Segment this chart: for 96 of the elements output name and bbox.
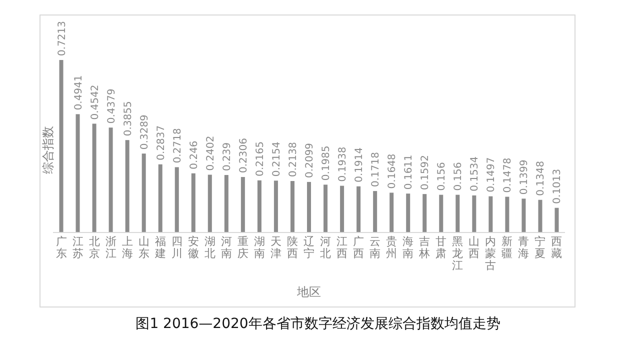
data-label: 0.1592 (420, 155, 432, 190)
bar (538, 200, 542, 232)
bar (125, 140, 130, 232)
bar (108, 128, 113, 232)
x-tick-label: 山东 (138, 235, 150, 260)
x-tick-label: 浙江 (105, 235, 116, 260)
bar (522, 198, 526, 232)
x-tick-label: 上海 (122, 235, 133, 260)
bar (92, 124, 96, 232)
bar (240, 177, 245, 232)
x-tick-label: 陕西 (286, 235, 298, 260)
data-label: 0.2837 (156, 125, 167, 160)
x-tick-label: 江西 (336, 235, 348, 260)
data-label: 0.1985 (321, 146, 332, 181)
bar (307, 182, 311, 232)
x-tick-label: 安徽 (188, 235, 199, 260)
data-label: 0.4941 (73, 75, 84, 110)
x-tick-label: 重庆 (237, 235, 248, 260)
x-tick-label: 福建 (154, 235, 166, 260)
data-label: 0.2099 (304, 142, 316, 178)
x-tick-label: 云南 (370, 235, 381, 260)
x-tick-label: 黑龙江 (452, 235, 464, 272)
x-tick-label: 辽宁 (304, 235, 314, 260)
data-label: 0.156 (453, 162, 464, 191)
x-tick-label: 湖北 (204, 235, 216, 260)
bar (174, 167, 179, 232)
bar (439, 194, 444, 232)
x-axis-title: 地区 (296, 285, 321, 299)
data-label: 0.1013 (552, 168, 564, 204)
data-label: 0.2402 (205, 136, 216, 171)
data-label: 0.1648 (387, 154, 398, 189)
data-label: 0.1497 (486, 157, 498, 192)
bar (59, 60, 64, 232)
bar (224, 175, 228, 232)
data-label: 0.2718 (172, 128, 184, 164)
data-label: 0.239 (222, 142, 233, 172)
data-label: 0.2154 (271, 142, 282, 177)
bar (505, 196, 510, 232)
x-tick-label: 山西 (468, 235, 480, 260)
bar (208, 174, 212, 232)
data-label: 0.7213 (56, 21, 68, 56)
x-tick-label: 天津 (270, 235, 282, 260)
x-tick-label: 河北 (320, 235, 332, 260)
data-label: 0.156 (436, 162, 448, 191)
bar (456, 194, 460, 232)
x-tick-label: 江苏 (72, 235, 84, 260)
x-tick-label: 宁夏 (534, 235, 546, 260)
bar (324, 184, 328, 232)
x-tick-label: 北京 (88, 235, 100, 260)
x-tick-label: 海南 (402, 235, 414, 260)
bar (76, 114, 80, 232)
data-label: 0.2306 (238, 138, 250, 174)
data-label: 0.4379 (106, 88, 118, 124)
x-tick-label: 广西 (353, 235, 364, 260)
bar (406, 194, 410, 232)
x-tick-label: 河南 (220, 235, 232, 260)
x-tick-label: 吉林 (418, 235, 430, 260)
bar (274, 180, 278, 232)
data-label: 0.3855 (122, 101, 134, 136)
data-label: 0.1399 (519, 160, 530, 195)
x-tick-label: 四川 (171, 235, 182, 260)
bar (191, 173, 196, 232)
bar (158, 164, 162, 232)
y-axis-title: 综合指数 (41, 126, 55, 174)
data-label: 0.246 (188, 140, 200, 170)
bar (390, 192, 394, 232)
bar (422, 194, 427, 232)
bar (356, 186, 361, 232)
data-label: 0.1938 (338, 146, 349, 182)
bar (142, 154, 146, 232)
data-label: 0.4542 (90, 84, 101, 120)
x-tick-label: 新疆 (502, 235, 513, 260)
bar (488, 196, 493, 232)
data-label: 0.2165 (254, 141, 266, 176)
x-tick-label: 西藏 (551, 235, 562, 260)
bar (290, 181, 294, 232)
x-tick-label: 甘肃 (436, 235, 447, 260)
data-label: 0.1348 (536, 160, 547, 196)
data-label: 0.1914 (354, 147, 366, 182)
x-tick-label: 广东 (56, 235, 67, 260)
x-tick-label: 贵州 (386, 235, 398, 260)
bar (340, 186, 344, 232)
bar (257, 180, 262, 232)
bar (554, 208, 559, 232)
bar (373, 191, 378, 232)
data-label: 0.1478 (502, 158, 514, 193)
data-label: 0.2138 (288, 142, 299, 178)
data-label: 0.1718 (370, 152, 382, 188)
x-tick-label: 内蒙古 (485, 235, 496, 272)
text: 图1 2016—2020年各省市数字经济发展综合指数均值走势 (136, 316, 500, 332)
x-tick-label: 青海 (518, 235, 530, 260)
bar (472, 195, 476, 232)
data-label: 0.1534 (470, 156, 481, 192)
data-label: 0.3289 (139, 114, 150, 150)
x-tick-label: 湖南 (254, 235, 265, 260)
data-label: 0.1611 (404, 154, 415, 190)
